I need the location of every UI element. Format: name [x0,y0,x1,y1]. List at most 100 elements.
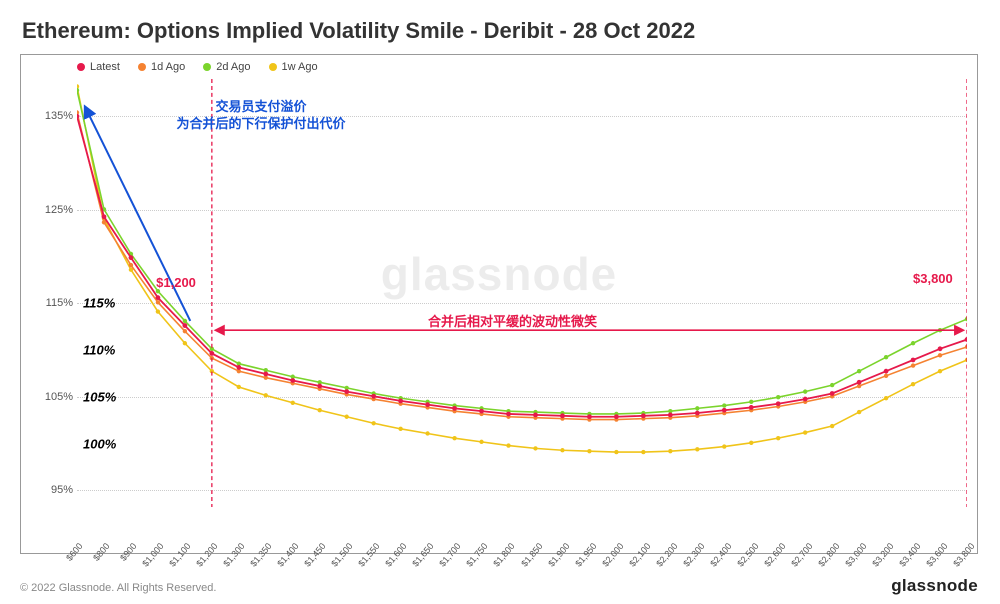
x-tick-label: $800 [91,541,112,563]
series-marker [183,341,187,345]
series-marker [722,408,727,413]
x-tick-label: $2,700 [789,541,814,569]
series-marker [506,412,511,417]
x-tick-label: $1,950 [573,541,598,569]
series-marker [776,395,780,399]
series-marker [344,389,349,394]
series-marker [803,397,808,402]
x-tick-label: $1,700 [438,541,463,569]
series-marker [398,399,403,404]
series-marker [398,427,402,431]
legend-dot [77,63,85,71]
legend-item: 2d Ago [203,61,250,73]
chart-legend: Latest1d Ago2d Ago1w Ago [77,61,318,73]
series-marker [695,447,699,451]
legend-item: 1w Ago [269,61,318,73]
series-marker [425,431,429,435]
series-marker [776,436,780,440]
x-tick-label: $1,100 [167,541,192,569]
series-marker [830,383,834,387]
series-marker [911,341,915,345]
series-marker [911,363,915,367]
plot-area [77,79,967,507]
series-marker [452,406,457,411]
chart-container: Latest1d Ago2d Ago1w Ago glassnode 95%10… [20,54,978,554]
series-marker [129,263,133,267]
series-marker [938,369,942,373]
series-marker [506,443,510,447]
x-tick-label: $2,400 [708,541,733,569]
footer-copyright: © 2022 Glassnode. All Rights Reserved. [20,582,216,594]
legend-item: 1d Ago [138,61,185,73]
legend-dot [203,63,211,71]
x-tick-label: $2,000 [600,541,625,569]
series-marker [236,365,241,370]
annotation-blue-line1: 交易员支付溢价 [131,98,391,116]
series-marker [722,444,726,448]
series-marker [749,400,753,404]
series-marker [77,84,79,88]
series-marker [614,450,618,454]
series-marker [452,436,456,440]
series-marker [884,374,888,378]
x-tick-label: $2,500 [735,541,760,569]
series-marker [533,446,537,450]
series-marker [102,214,107,219]
legend-label: 2d Ago [216,61,250,73]
x-tick-label: $2,800 [816,541,841,569]
x-tick-label: $1,850 [519,541,544,569]
legend-dot [138,63,146,71]
annotation-pink-right-price: $3,800 [913,271,953,286]
x-tick-label: $1,600 [384,541,409,569]
series-marker [129,255,134,260]
series-marker [668,412,673,417]
y-tick-label: 95% [21,484,73,496]
series-marker [560,448,564,452]
series-marker [156,309,160,313]
series-marker [587,414,592,419]
series-marker [938,346,943,351]
series-line [77,90,967,414]
series-marker [884,355,888,359]
plot-svg [77,79,967,507]
x-tick-label: $1,500 [330,541,355,569]
series-marker [587,449,591,453]
series-marker [830,424,834,428]
x-tick-label: $1,750 [465,541,490,569]
series-marker [803,389,807,393]
x-tick-label: $1,300 [221,541,246,569]
x-tick-label: $1,800 [492,541,517,569]
series-marker [183,319,187,323]
series-marker [938,353,942,357]
page-title: Ethereum: Options Implied Volatility Smi… [22,18,980,44]
series-marker [479,409,484,414]
series-marker [668,449,672,453]
x-tick-label: $1,650 [411,541,436,569]
series-marker [182,323,187,328]
series-marker [857,380,862,385]
x-tick-label: $1,000 [140,541,165,569]
legend-dot [269,63,277,71]
y-tick-label: 135% [21,110,73,122]
x-tick-label: $600 [64,541,85,563]
series-marker [425,402,430,407]
x-tick-label: $3,800 [951,541,976,569]
x-tick-label: $3,200 [870,541,895,569]
x-tick-label: $1,350 [249,541,274,569]
x-tick-label: $1,450 [303,541,328,569]
y-tick-label: 125% [21,204,73,216]
series-marker [857,410,861,414]
series-marker [911,358,916,363]
y-tick-label: 115% [21,297,73,309]
series-marker [722,403,726,407]
series-marker [317,384,322,389]
series-marker [290,378,295,383]
series-marker [884,369,889,374]
series-marker [291,401,295,405]
series-marker [695,406,699,410]
series-marker [183,329,187,333]
series-marker [749,441,753,445]
y-tick-label: 105% [21,391,73,403]
page: Ethereum: Options Implied Volatility Smi… [0,0,1000,604]
x-tick-label: $2,300 [681,541,706,569]
